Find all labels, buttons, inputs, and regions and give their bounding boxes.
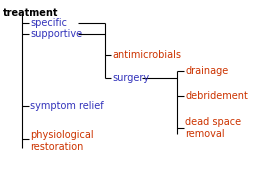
Text: debridement: debridement [185, 91, 248, 101]
Text: antimicrobials: antimicrobials [112, 50, 181, 60]
Text: drainage: drainage [185, 66, 228, 76]
Text: specific: specific [30, 18, 67, 28]
Text: treatment: treatment [3, 8, 59, 18]
Text: symptom relief: symptom relief [30, 101, 104, 111]
Text: dead space
removal: dead space removal [185, 117, 241, 139]
Text: surgery: surgery [112, 73, 149, 83]
Text: supportive: supportive [30, 29, 82, 39]
Text: physiological
restoration: physiological restoration [30, 130, 94, 152]
